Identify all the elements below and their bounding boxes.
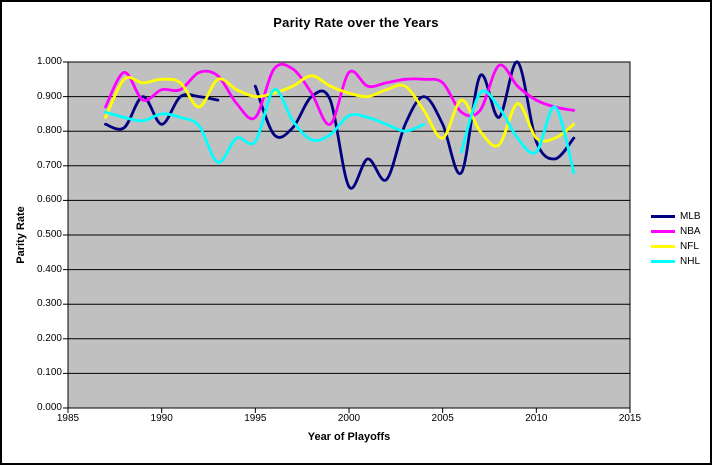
legend-line-swatch-nfl [651,245,675,248]
y-tick-label: 0.200 [36,332,62,344]
chart-title: Parity Rate over the Years [273,15,439,30]
x-tick-label: 1985 [56,413,80,424]
series-line-nhl [104,88,426,164]
series-line-nfl [104,74,576,148]
y-tick-label: 0.300 [36,298,62,310]
x-tick-label: 2005 [431,413,454,424]
x-tick-label: 1995 [244,413,267,424]
legend-item-nfl: NFL [651,239,701,254]
x-axis-title: Year of Playoffs [307,431,391,443]
legend-line-swatch-nba [651,230,675,233]
series-line-mlb [253,60,576,190]
x-tick-label: 2010 [525,413,548,424]
legend-label: MLB [680,211,701,222]
y-tick-label: 0.800 [36,125,62,137]
x-tick-label: 2000 [337,413,361,424]
legend-item-nba: NBA [651,224,701,239]
x-tick-label: 2015 [618,413,642,424]
series-line-mlb [104,93,220,131]
legend-label: NHL [680,256,701,267]
x-tick-label: 1990 [150,413,173,424]
series-line-nba [104,62,576,126]
series-line-nhl [460,89,576,175]
legend-item-mlb: MLB [651,209,701,224]
legend-line-swatch-nhl [651,260,675,263]
legend-label: NFL [680,241,699,252]
y-tick-label: 1.000 [36,56,62,67]
y-tick-label: 0.500 [36,229,62,240]
y-tick-label: 0.600 [36,194,62,206]
legend-item-nhl: NHL [651,254,701,269]
y-tick-label: 0.400 [36,263,62,275]
chart-legend: MLB NBA NFL NHL [651,209,701,269]
y-tick-label: 0.000 [36,402,62,413]
legend-line-swatch-mlb [651,215,675,218]
legend-label: NBA [680,226,701,237]
y-tick-label: 0.100 [36,367,62,379]
y-tick-label: 0.900 [36,90,62,102]
y-tick-label: 0.700 [36,159,62,171]
